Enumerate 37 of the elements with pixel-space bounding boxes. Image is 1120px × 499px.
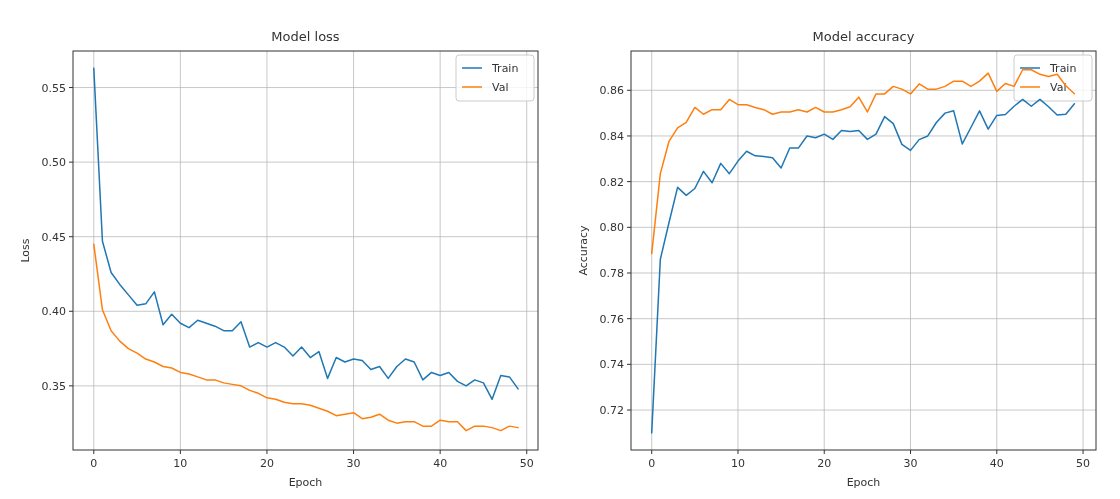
y-tick-label: 0.80 (599, 221, 624, 235)
x-tick-label: 30 (346, 457, 361, 470)
y-tick-label: 0.76 (599, 312, 624, 326)
x-tick-label: 20 (817, 457, 832, 470)
x-tick-label: 30 (903, 457, 918, 470)
y-tick-label: 0.82 (599, 175, 624, 189)
chart-title: Model accuracy (812, 29, 915, 44)
legend-label: Train (491, 62, 519, 75)
y-tick-label: 0.40 (41, 305, 66, 319)
legend-label: Val (1050, 81, 1067, 94)
x-tick-label: 40 (989, 457, 1004, 470)
x-tick-label: 50 (1076, 457, 1091, 470)
y-tick-label: 0.72 (599, 404, 624, 418)
legend-label: Val (492, 81, 509, 94)
x-tick-label: 0 (90, 457, 98, 470)
x-tick-label: 10 (173, 457, 188, 470)
y-axis-title: Loss (19, 238, 32, 263)
y-tick-label: 0.35 (41, 379, 66, 393)
x-tick-label: 20 (259, 457, 274, 470)
x-axis-title: Epoch (846, 476, 881, 489)
x-axis-title: Epoch (288, 476, 323, 489)
y-tick-label: 0.84 (599, 129, 624, 143)
y-tick-label: 0.78 (599, 267, 624, 280)
y-tick-label: 0.55 (41, 81, 66, 95)
y-tick-label: 0.50 (41, 156, 66, 170)
chart-title: Model loss (271, 29, 340, 44)
line-series (93, 243, 519, 432)
x-tick-label: 40 (433, 457, 448, 470)
legend-label: Train (1049, 62, 1077, 75)
y-tick-label: 0.45 (41, 230, 66, 244)
y-tick-label: 0.86 (599, 84, 624, 98)
y-tick-label: 0.74 (599, 358, 624, 372)
x-tick-label: 0 (648, 457, 656, 470)
x-tick-label: 50 (519, 457, 534, 470)
x-tick-label: 10 (730, 457, 745, 470)
y-axis-title: Accuracy (577, 224, 590, 276)
line-series (650, 98, 1076, 434)
